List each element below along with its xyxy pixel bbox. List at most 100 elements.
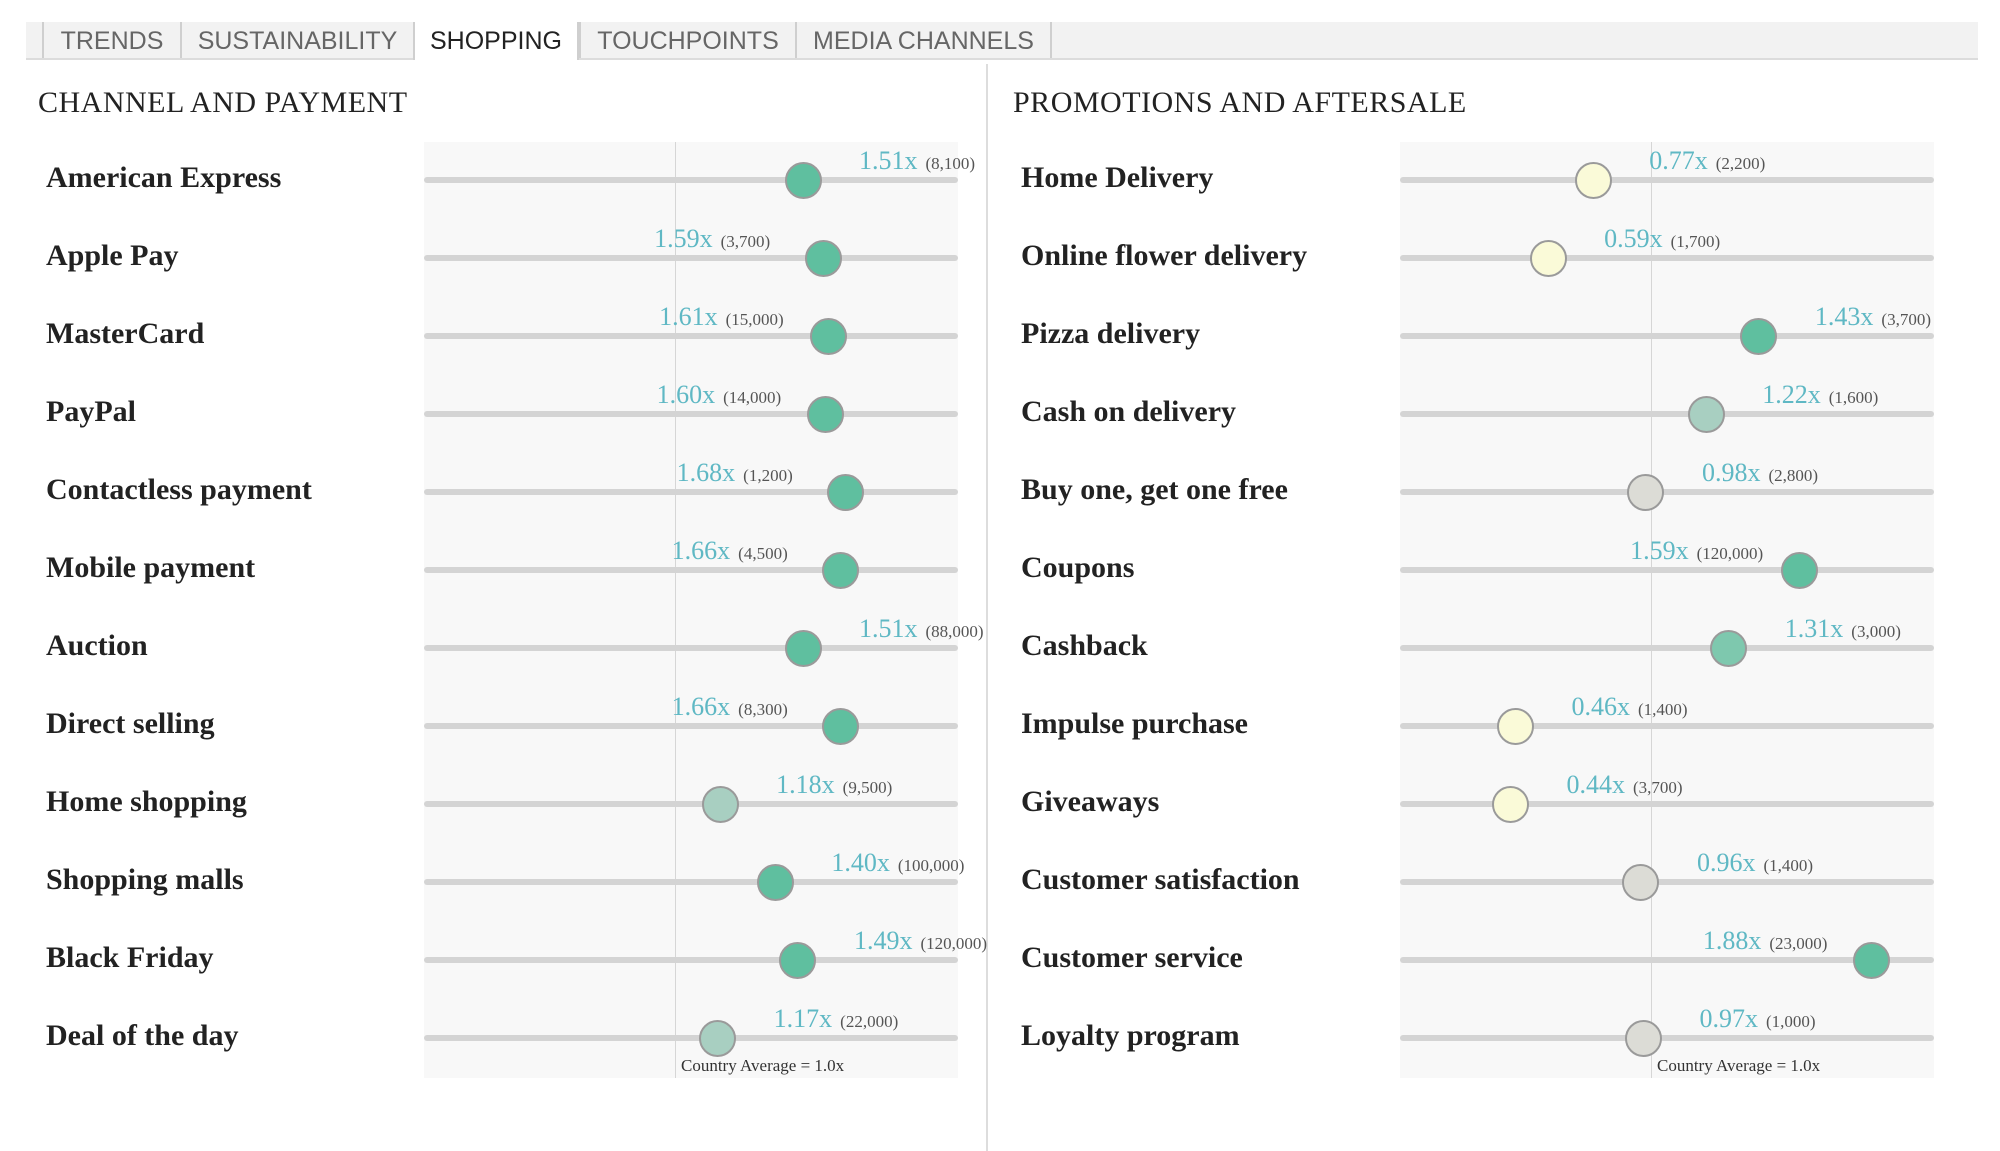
value-label: 1.59x (120,000) <box>1630 536 1763 566</box>
slider-track <box>424 879 958 885</box>
slider-track <box>424 567 958 573</box>
value-label: 0.96x (1,400) <box>1697 848 1813 878</box>
index-marker[interactable] <box>1780 551 1818 589</box>
tab-shopping[interactable]: SHOPPING <box>413 22 579 60</box>
slider-track <box>424 801 958 807</box>
respondent-count: (14,000) <box>723 388 782 407</box>
channel-payment-average-label: Country Average = 1.0x <box>681 1056 845 1075</box>
value-label: 1.18x (9,500) <box>776 770 892 800</box>
index-marker[interactable] <box>1529 239 1567 277</box>
respondent-count: (23,000) <box>1769 934 1828 953</box>
slider-track <box>1400 489 1934 495</box>
index-marker[interactable] <box>1687 395 1725 433</box>
slider-track <box>424 645 958 651</box>
respondent-count: (1,700) <box>1670 232 1721 251</box>
value-label: 1.68x (1,200) <box>677 458 793 488</box>
index-marker[interactable] <box>827 473 865 511</box>
index-marker[interactable] <box>1853 941 1891 979</box>
respondent-count: (15,000) <box>725 310 784 329</box>
slider-track <box>424 177 958 183</box>
index-marker[interactable] <box>701 785 739 823</box>
tab-sustainability[interactable]: SUSTAINABILITY <box>180 22 413 58</box>
respondent-count: (3,700) <box>1881 310 1931 329</box>
value-label: 1.88x (23,000) <box>1703 926 1828 956</box>
respondent-count: (1,600) <box>1828 388 1879 407</box>
index-value: 1.49x <box>853 926 913 955</box>
channel-payment-average-line <box>675 142 676 1078</box>
index-value: 1.68x <box>676 458 736 487</box>
index-marker[interactable] <box>1574 161 1612 199</box>
index-value: 1.18x <box>776 770 835 799</box>
respondent-count: (22,000) <box>840 1012 899 1031</box>
row-label: Shopping malls <box>46 863 244 896</box>
row-label: Cash on delivery <box>1021 395 1237 428</box>
index-marker[interactable] <box>1627 473 1665 511</box>
index-marker[interactable] <box>756 863 794 901</box>
index-value: 0.46x <box>1571 692 1630 721</box>
index-marker[interactable] <box>784 161 822 199</box>
row-label: Loyalty program <box>1021 1019 1240 1052</box>
respondent-count: (8,300) <box>738 700 788 719</box>
index-value: 1.17x <box>773 1004 833 1033</box>
value-label: 0.46x (1,400) <box>1571 692 1687 722</box>
index-value: 0.44x <box>1566 770 1625 799</box>
row-label: Giveaways <box>1021 785 1160 818</box>
respondent-count: (1,000) <box>1765 1012 1816 1031</box>
slider-track <box>1400 957 1934 963</box>
index-marker[interactable] <box>779 941 817 979</box>
index-value: 1.60x <box>656 380 716 409</box>
value-label: 1.40x (100,000) <box>831 848 964 878</box>
slider-track <box>1400 411 1934 417</box>
index-marker[interactable] <box>804 239 842 277</box>
row-label: Auction <box>46 629 148 662</box>
row-label: Customer satisfaction <box>1021 863 1300 896</box>
tab-trends[interactable]: TRENDS <box>42 22 180 58</box>
index-marker[interactable] <box>1624 1019 1662 1057</box>
tab-media-channels[interactable]: MEDIA CHANNELS <box>795 22 1052 58</box>
index-value: 0.98x <box>1701 458 1761 487</box>
row-label: Customer service <box>1021 941 1243 974</box>
slider-track <box>424 723 958 729</box>
value-label: 0.44x (3,700) <box>1566 770 1682 800</box>
index-marker[interactable] <box>1491 785 1529 823</box>
slider-track <box>424 255 958 261</box>
index-marker[interactable] <box>1740 317 1778 355</box>
index-marker[interactable] <box>699 1019 737 1057</box>
value-label: 1.49x (120,000) <box>854 926 987 956</box>
index-value: 1.51x <box>859 146 918 175</box>
value-label: 1.51x (88,000) <box>859 614 984 644</box>
index-value: 1.51x <box>859 614 918 643</box>
value-label: 0.98x (2,800) <box>1702 458 1818 488</box>
respondent-count: (2,200) <box>1715 154 1766 173</box>
value-label: 1.22x (1,600) <box>1762 380 1878 410</box>
respondent-count: (120,000) <box>920 934 988 953</box>
value-label: 1.51x (8,100) <box>859 146 975 176</box>
index-marker[interactable] <box>1710 629 1748 667</box>
index-marker[interactable] <box>1496 707 1534 745</box>
index-marker[interactable] <box>809 317 847 355</box>
respondent-count: (9,500) <box>842 778 893 797</box>
slider-track <box>424 489 958 495</box>
row-label: Direct selling <box>46 707 215 740</box>
respondent-count: (1,400) <box>1637 700 1688 719</box>
value-label: 0.97x (1,000) <box>1699 1004 1815 1034</box>
row-label: Buy one, get one free <box>1021 473 1288 506</box>
slider-track <box>1400 177 1934 183</box>
index-marker[interactable] <box>784 629 822 667</box>
tab-touchpoints[interactable]: TOUCHPOINTS <box>579 22 795 58</box>
index-marker[interactable] <box>1622 863 1660 901</box>
index-marker[interactable] <box>822 551 860 589</box>
respondent-count: (8,100) <box>925 154 976 173</box>
respondent-count: (100,000) <box>897 856 965 875</box>
value-label: 1.66x (8,300) <box>672 692 788 722</box>
panel-divider <box>986 64 988 1151</box>
value-label: 1.59x (3,700) <box>654 224 770 254</box>
slider-track <box>424 957 958 963</box>
row-label: American Express <box>46 161 282 194</box>
row-label: Coupons <box>1021 551 1135 584</box>
row-label: Home Delivery <box>1021 161 1214 194</box>
index-marker[interactable] <box>807 395 845 433</box>
index-marker[interactable] <box>822 707 860 745</box>
index-value: 1.59x <box>654 224 713 253</box>
row-label: Pizza delivery <box>1021 317 1201 350</box>
